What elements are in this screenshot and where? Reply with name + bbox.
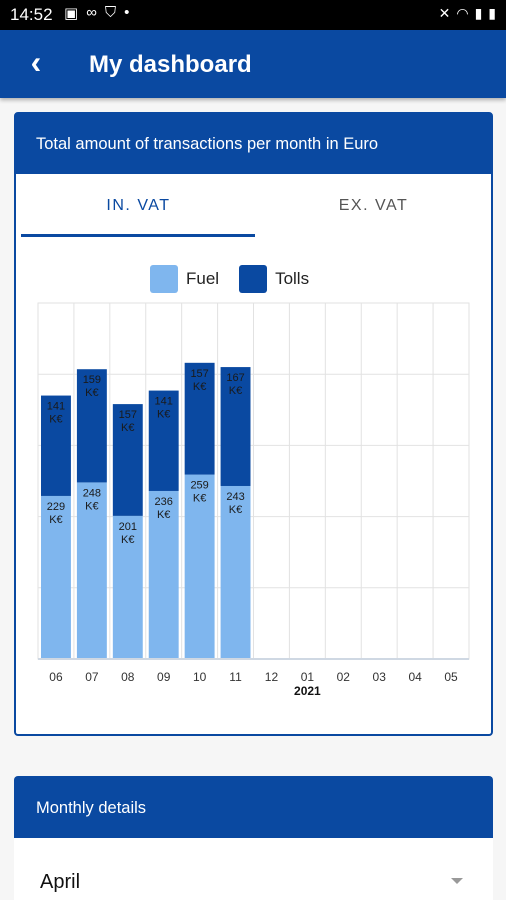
data-label-tolls-06: 141 K€ [47, 401, 65, 426]
app-bar: ‹ My dashboard [0, 30, 506, 98]
bar-fuel-11 [220, 485, 251, 659]
bar-fuel-09 [148, 490, 179, 659]
dot-icon: • [124, 4, 130, 21]
image-icon: ▣ [64, 5, 79, 22]
data-label-fuel-07: 248 K€ [83, 487, 101, 512]
data-label-fuel-11: 243 K€ [226, 491, 244, 516]
x-tick-label-09: 09 [157, 670, 171, 684]
legend-swatch-tolls [239, 265, 268, 293]
status-system-icons: ✕ ◠ ▮ ▮ [439, 5, 496, 22]
status-bar: 14:52 ▣ ∞ ⛉ • ✕ ◠ ▮ ▮ [0, 0, 506, 30]
data-label-fuel-06: 229 K€ [47, 501, 65, 526]
data-label-tolls-09: 141 K€ [155, 396, 173, 421]
legend-item-fuel[interactable]: Fuel [150, 265, 219, 293]
x-tick-label-01: 01 [301, 670, 315, 684]
back-button[interactable]: ‹ [18, 44, 54, 80]
x-tick-label-02: 02 [337, 670, 351, 684]
data-label-fuel-10: 259 K€ [190, 480, 208, 505]
bar-tolls-06 [41, 395, 71, 496]
signal-icon: ▮ [474, 5, 483, 21]
battery-icon: ▮ [488, 5, 496, 21]
legend-label-fuel: Fuel [186, 269, 220, 288]
bar-tolls-11 [220, 367, 251, 486]
x-tick-label-07: 07 [85, 670, 99, 684]
bar-fuel-10 [184, 474, 215, 659]
mute-icon: ✕ [438, 5, 451, 21]
x-tick-label-11: 11 [229, 670, 242, 684]
legend-label-tolls: Tolls [275, 269, 310, 288]
legend-swatch-fuel [150, 265, 178, 293]
x-tick-label-06: 06 [49, 670, 63, 684]
x-tick-label-08: 08 [121, 670, 135, 684]
x-tick-label-12: 12 [265, 670, 279, 684]
wifi-icon: ◠ [456, 5, 469, 21]
data-label-tolls-11: 167 K€ [226, 372, 244, 397]
legend-item-tolls[interactable]: Tolls [239, 265, 309, 293]
bar-fuel-07 [76, 482, 107, 659]
x-tick-label-05: 05 [444, 670, 458, 684]
bar-tolls-07 [76, 369, 107, 483]
tab-indicator [21, 234, 255, 237]
bar-tolls-10 [184, 362, 215, 475]
tab-ex-vat[interactable]: EX. VAT [338, 197, 409, 214]
data-label-tolls-08: 157 K€ [119, 409, 137, 434]
data-label-fuel-09: 236 K€ [155, 496, 173, 521]
bar-fuel-08 [112, 515, 143, 659]
link-icon: ∞ [86, 4, 97, 21]
vat-tabs: IN. VAT EX. VAT [16, 174, 491, 240]
status-time: 14:52 [10, 5, 53, 24]
x-tick-label-04: 04 [408, 670, 422, 684]
chevron-down-icon [451, 878, 463, 884]
monthly-details-title: Monthly details [16, 778, 491, 838]
data-label-tolls-07: 159 K€ [83, 374, 101, 399]
card-title: Total amount of transactions per month i… [16, 114, 491, 174]
page-title: My dashboard [89, 51, 252, 78]
chart-legend: Fuel Tolls [150, 264, 329, 294]
tab-in-vat[interactable]: IN. VAT [106, 197, 171, 214]
chevron-left-icon: ‹ [30, 44, 42, 80]
shield-icon: ⛉ [104, 4, 117, 21]
data-label-fuel-08: 201 K€ [119, 521, 137, 546]
x-year-label: 2021 [294, 684, 321, 698]
bar-fuel-06 [41, 495, 71, 659]
month-select[interactable]: April [14, 838, 493, 900]
status-notification-icons: ▣ ∞ ⛉ • [64, 4, 129, 22]
x-tick-label-03: 03 [373, 670, 387, 684]
data-label-tolls-10: 157 K€ [190, 368, 208, 393]
bar-tolls-09 [148, 390, 179, 491]
bar-tolls-08 [112, 404, 143, 516]
month-select-value: April [40, 871, 81, 893]
x-tick-label-10: 10 [193, 670, 207, 684]
stacked-bar-chart: 229 K€ 141 K€ 06 248 K€ 159 K€ 07 201 K€ 157 K€ 08 236 K… [37, 302, 470, 698]
